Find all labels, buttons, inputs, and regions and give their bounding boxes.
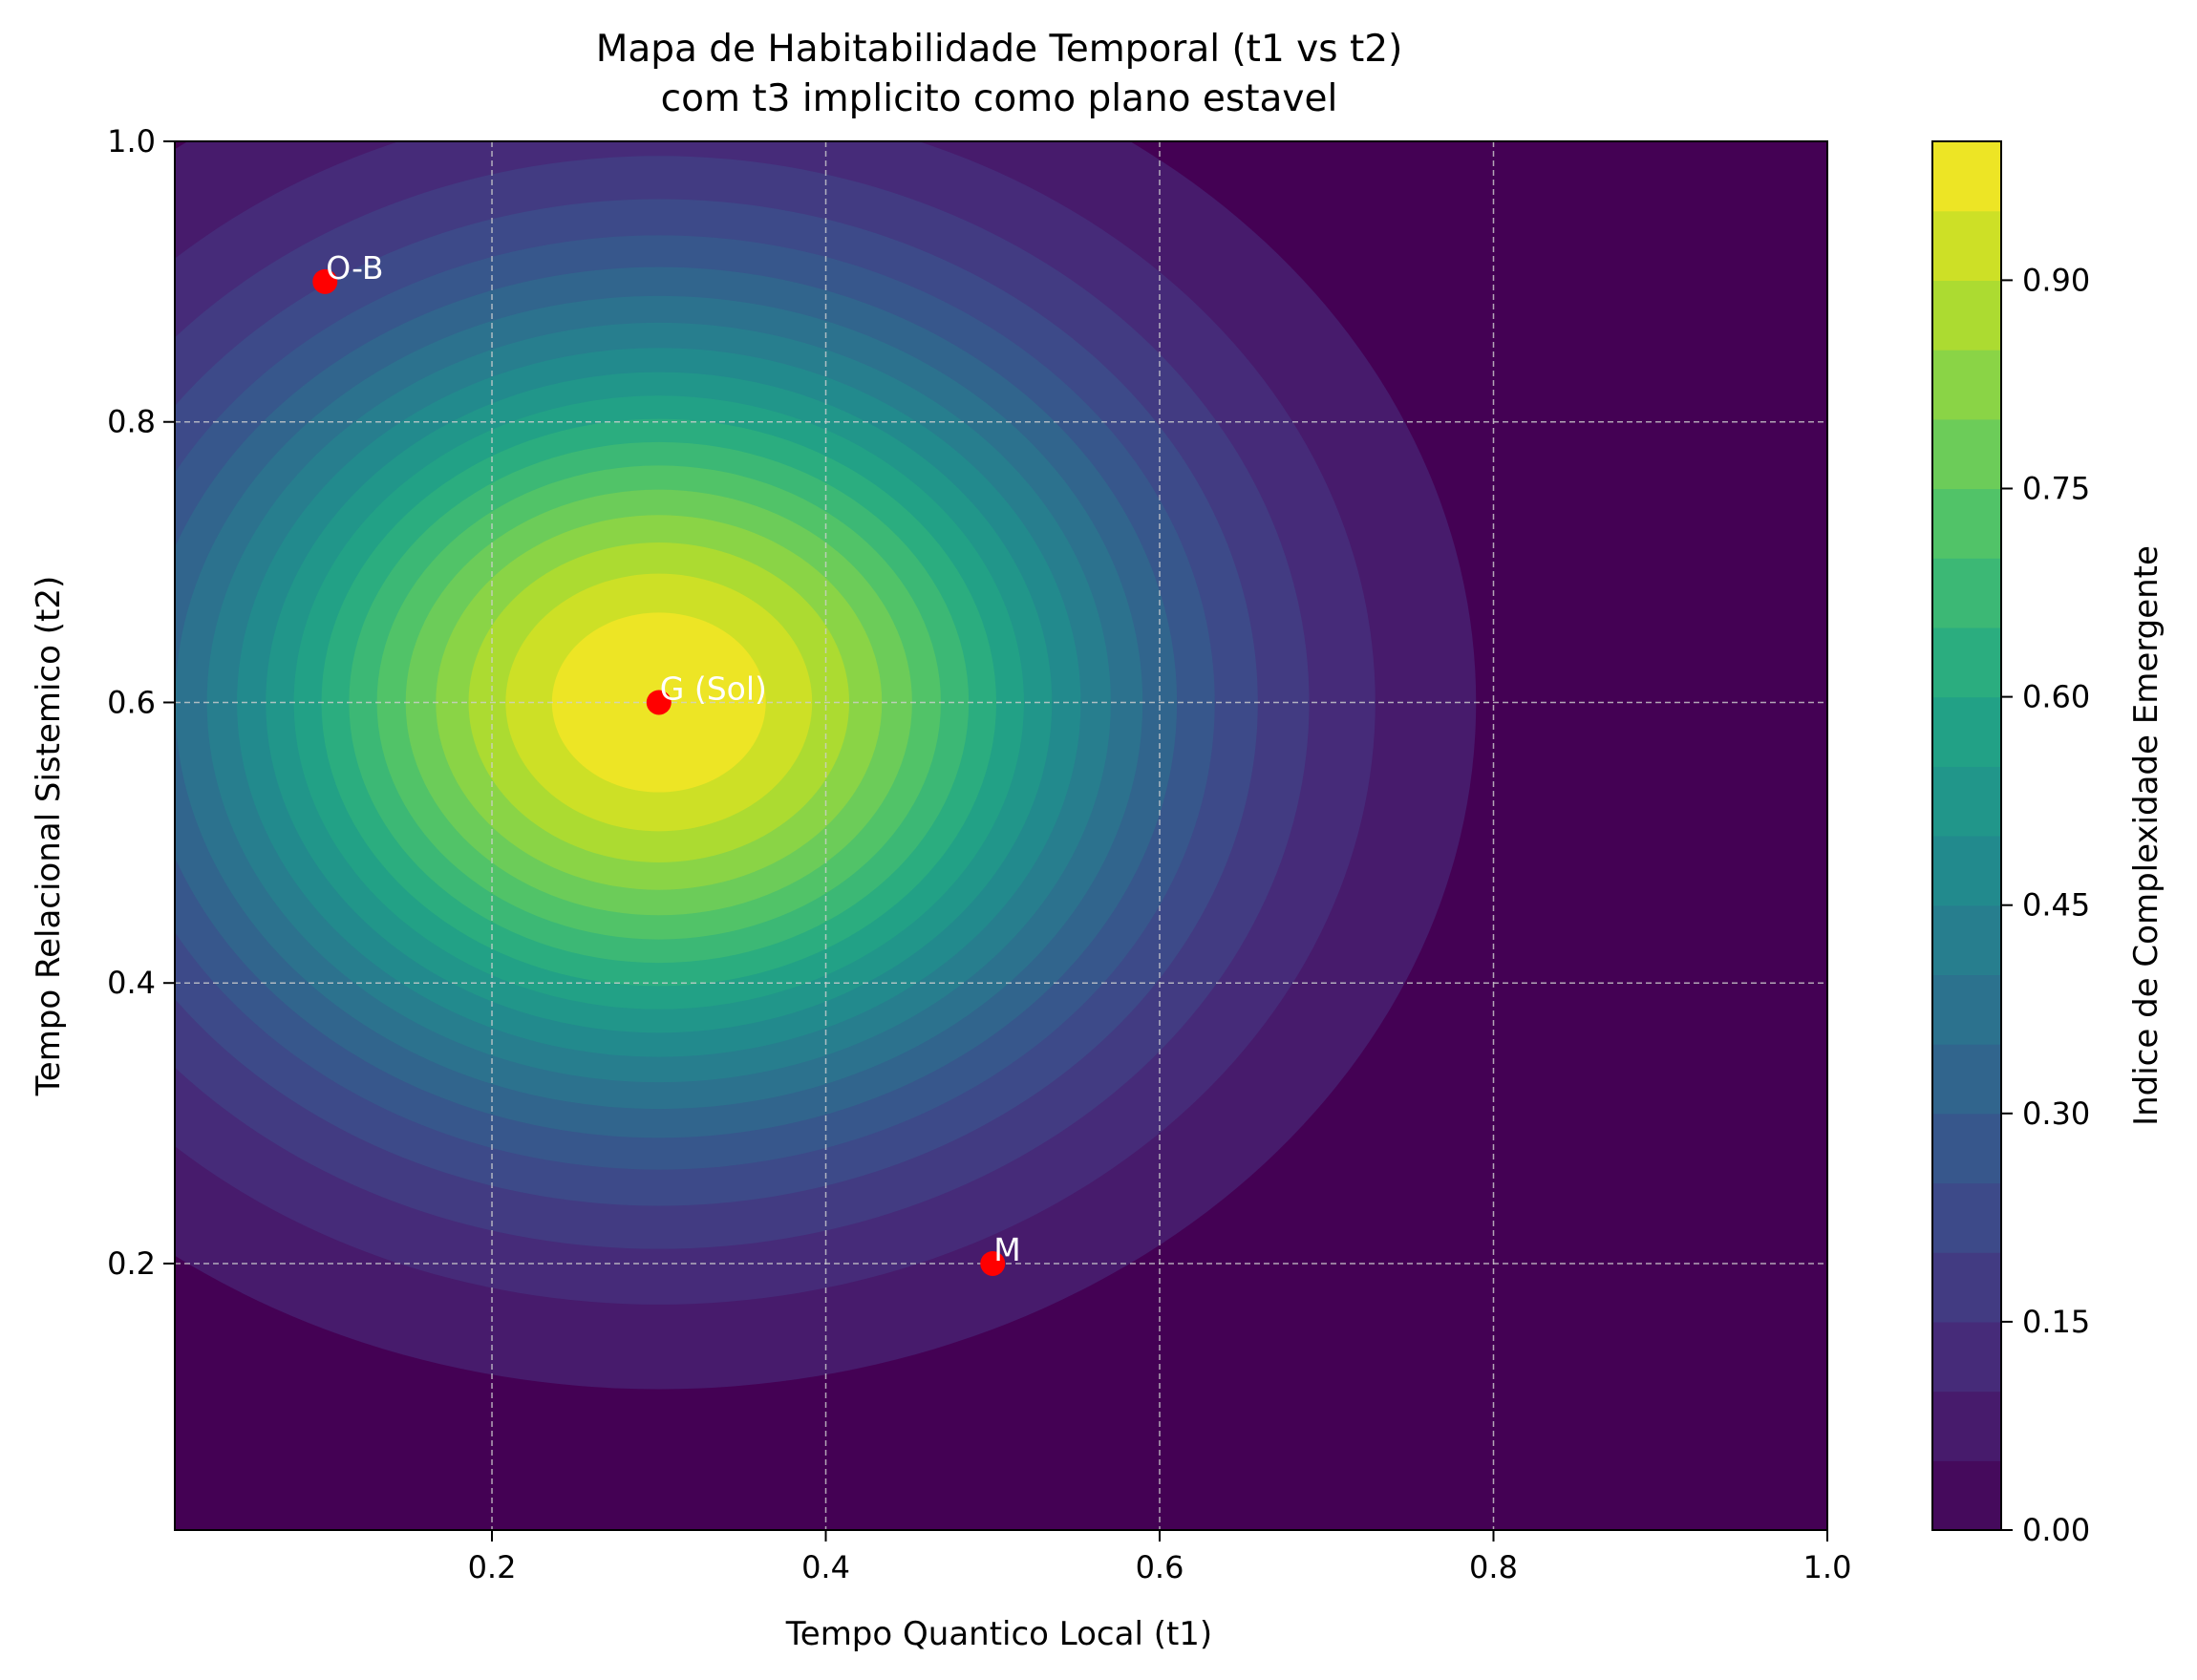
colorbar-segment xyxy=(1932,558,2001,628)
x-tick-label: 1.0 xyxy=(1803,1549,1852,1585)
colorbar-segment xyxy=(1932,488,2001,559)
colorbar-tick-label: 0.45 xyxy=(2022,887,2090,924)
colorbar-label: Indice de Complexidade Emergente xyxy=(2127,545,2165,1126)
y-tick-label: 0.6 xyxy=(107,684,156,720)
colorbar-tick-label: 0.00 xyxy=(2022,1512,2090,1548)
colorbar-ticks: 0.00 0.15 0.30 0.45 0.60 0.75 0.90 xyxy=(2001,262,2090,1548)
colorbar-segment xyxy=(1932,1321,2001,1393)
plot-frame xyxy=(174,140,1828,1531)
scatter-point xyxy=(646,690,672,715)
colorbar-segment xyxy=(1932,904,2001,975)
colorbar-segment xyxy=(1932,141,2001,212)
y-axis-ticks: 0.2 0.4 0.6 0.8 1.0 xyxy=(107,123,175,1282)
point-label: G (Sol) xyxy=(660,670,767,707)
colorbar-segment xyxy=(1932,766,2001,837)
contour-fill xyxy=(175,141,1476,1390)
colorbar-tick-label: 0.75 xyxy=(2022,471,2090,507)
points: O-B G (Sol) M xyxy=(312,249,1021,1276)
colorbar-segment xyxy=(1932,836,2001,906)
colorbar-segment xyxy=(1932,627,2001,698)
y-tick-label: 0.2 xyxy=(107,1245,156,1282)
scatter-point xyxy=(980,1250,1006,1276)
colorbar-segment xyxy=(1932,1182,2001,1253)
colorbar-frame xyxy=(1931,140,2002,1531)
colorbar-segment xyxy=(1932,280,2001,351)
y-axis-label: Tempo Relacional Sistemico (t2) xyxy=(30,576,68,1096)
colorbar-tick-label: 0.30 xyxy=(2022,1095,2090,1132)
point-label: M xyxy=(993,1231,1020,1268)
x-tick-label: 0.6 xyxy=(1136,1549,1184,1585)
x-tick-label: 0.2 xyxy=(468,1549,517,1585)
point-label: O-B xyxy=(326,249,383,287)
colorbar-segment xyxy=(1932,1044,2001,1115)
chart-subtitle: com t3 implicito como plano estavel xyxy=(661,77,1338,120)
plot-area: O-B G (Sol) M xyxy=(175,141,1827,1530)
x-tick-label: 0.4 xyxy=(801,1549,850,1585)
colorbar-segment xyxy=(1932,974,2001,1045)
x-tick-label: 0.8 xyxy=(1469,1549,1518,1585)
colorbar xyxy=(1932,141,2001,1531)
x-axis-label: Tempo Quantico Local (t1) xyxy=(785,1615,1212,1653)
colorbar-segment xyxy=(1932,1252,2001,1323)
y-tick-label: 0.4 xyxy=(107,965,156,1001)
y-tick-label: 1.0 xyxy=(107,123,156,159)
chart-title: Mapa de Habitabilidade Temporal (t1 vs t… xyxy=(596,28,1403,71)
colorbar-tick-label: 0.90 xyxy=(2022,262,2090,298)
colorbar-segment xyxy=(1932,696,2001,767)
y-tick-label: 0.8 xyxy=(107,404,156,440)
colorbar-tick-label: 0.15 xyxy=(2022,1304,2090,1340)
colorbar-segment xyxy=(1932,1113,2001,1184)
x-axis-ticks: 0.2 0.4 0.6 0.8 1.0 xyxy=(468,1530,1852,1585)
scatter-point xyxy=(312,268,338,294)
colorbar-segment xyxy=(1932,418,2001,490)
colorbar-segment xyxy=(1932,1391,2001,1461)
colorbar-tick-label: 0.60 xyxy=(2022,679,2090,715)
colorbar-segment xyxy=(1932,1460,2001,1531)
colorbar-segment xyxy=(1932,210,2001,281)
colorbar-segment xyxy=(1932,350,2001,420)
